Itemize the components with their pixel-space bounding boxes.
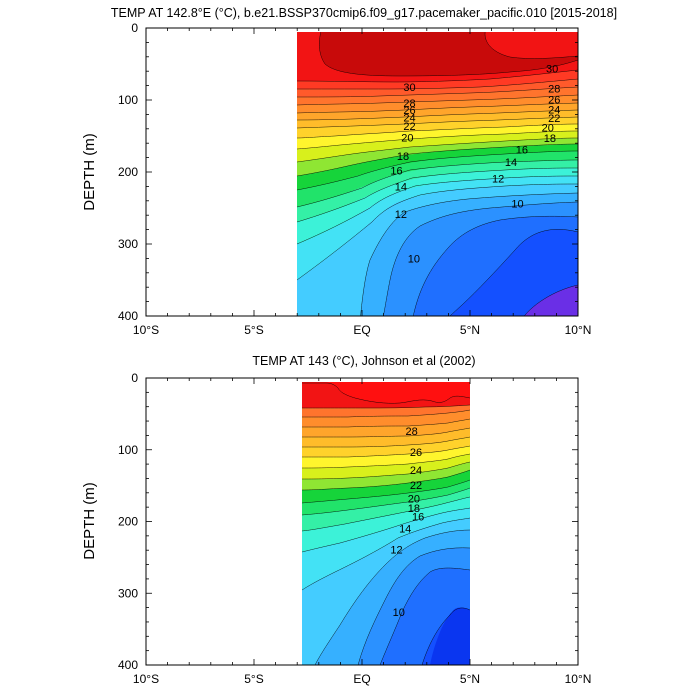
panel-2-title: TEMP AT 143 (°C), Johnson et al (2002) xyxy=(252,354,475,368)
panel-2: TEMP AT 143 (°C), Johnson et al (2002) xyxy=(81,354,591,686)
contour-label: 18 xyxy=(544,133,556,145)
panel-1: TEMP AT 142.8°E (°C), b.e21.BSSP370cmip6… xyxy=(81,6,617,410)
panel-2-contour-fill xyxy=(302,382,470,665)
contour-label: 18 xyxy=(408,503,420,515)
contour-label: 28 xyxy=(403,98,415,110)
x-tick-label: 5°N xyxy=(460,323,480,337)
contour-label: 20 xyxy=(408,494,420,506)
contour-label: 14 xyxy=(505,157,517,169)
contour-label: 12 xyxy=(390,544,402,556)
panel-1-ticks: 10°S 5°S EQ 5°N 10°N 0 100 200 300 400 xyxy=(118,21,591,337)
contour-label: 10 xyxy=(408,253,420,265)
contour-label: 28 xyxy=(406,426,418,438)
y-tick-label: 200 xyxy=(118,515,138,529)
panel-1-title: TEMP AT 142.8°E (°C), b.e21.BSSP370cmip6… xyxy=(111,6,617,20)
panel-2-ylabel: DEPTH (m) xyxy=(81,482,98,560)
fill-band-above-29 xyxy=(302,382,470,404)
panel-1-ylabel: DEPTH (m) xyxy=(81,133,98,211)
contour-label: 26 xyxy=(403,105,415,117)
y-tick-label: 100 xyxy=(118,443,138,457)
contour-label: 30 xyxy=(403,82,415,94)
contour-label: 14 xyxy=(399,524,411,536)
y-tick-label: 400 xyxy=(118,658,138,672)
contour-label: 26 xyxy=(548,94,560,106)
contour-label: 18 xyxy=(397,151,409,163)
contour-label: 24 xyxy=(403,112,415,124)
x-tick-label: 10°N xyxy=(565,323,592,337)
y-tick-label: 0 xyxy=(131,21,138,35)
contour-label: 12 xyxy=(395,209,407,221)
fill-band-above-30 xyxy=(319,32,578,76)
fill-band-deep-cold xyxy=(430,607,470,665)
contour-label: 16 xyxy=(412,511,424,523)
fill-band-deep-coldest xyxy=(530,352,578,410)
y-tick-label: 0 xyxy=(131,371,138,385)
x-tick-label: EQ xyxy=(353,323,370,337)
x-tick-label: 10°S xyxy=(133,323,159,337)
panel-2-ticks: 10°S 5°S EQ 5°N 10°N 0 100 200 300 400 xyxy=(118,371,591,686)
x-tick-label: EQ xyxy=(353,672,370,686)
contour-label: 12 xyxy=(492,173,504,185)
contour-label: 20 xyxy=(401,132,413,144)
contour-label: 14 xyxy=(395,181,407,193)
panel-2-contour-lines xyxy=(302,382,470,665)
panel-1-contour-labels: 3028262422201816141210302826242220181614… xyxy=(390,63,560,265)
contour-label: 22 xyxy=(403,121,415,133)
contour-label: 28 xyxy=(548,83,560,95)
contour-label: 22 xyxy=(410,480,422,492)
contour-label: 30 xyxy=(546,63,558,75)
x-tick-label: 5°N xyxy=(460,672,480,686)
y-tick-label: 400 xyxy=(118,309,138,323)
contour-label: 20 xyxy=(542,122,554,134)
panel-1-contour-lines xyxy=(297,32,578,316)
contour-label: 10 xyxy=(511,199,523,211)
x-tick-label: 10°S xyxy=(133,672,159,686)
contour-label: 16 xyxy=(516,145,528,157)
y-tick-label: 300 xyxy=(118,237,138,251)
fill-band-deep-cold xyxy=(524,285,578,316)
y-tick-label: 100 xyxy=(118,93,138,107)
contour-label: 10 xyxy=(393,607,405,619)
y-tick-label: 200 xyxy=(118,165,138,179)
x-tick-label: 5°S xyxy=(244,672,263,686)
contour-label: 24 xyxy=(410,465,422,477)
contour-label: 22 xyxy=(548,113,560,125)
x-tick-label: 5°S xyxy=(244,323,263,337)
contour-label: 24 xyxy=(548,104,560,116)
y-tick-label: 300 xyxy=(118,586,138,600)
x-tick-label: 10°N xyxy=(565,672,592,686)
contour-label: 26 xyxy=(410,447,422,459)
contour-label: 16 xyxy=(390,166,402,178)
panel-1-contour-fill xyxy=(297,32,578,410)
